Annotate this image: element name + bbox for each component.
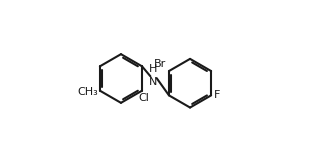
Text: Br: Br	[154, 59, 166, 69]
Text: Cl: Cl	[138, 94, 149, 103]
Text: F: F	[213, 90, 220, 100]
Text: N: N	[149, 77, 158, 87]
Text: H: H	[149, 64, 158, 74]
Text: CH₃: CH₃	[77, 87, 98, 97]
